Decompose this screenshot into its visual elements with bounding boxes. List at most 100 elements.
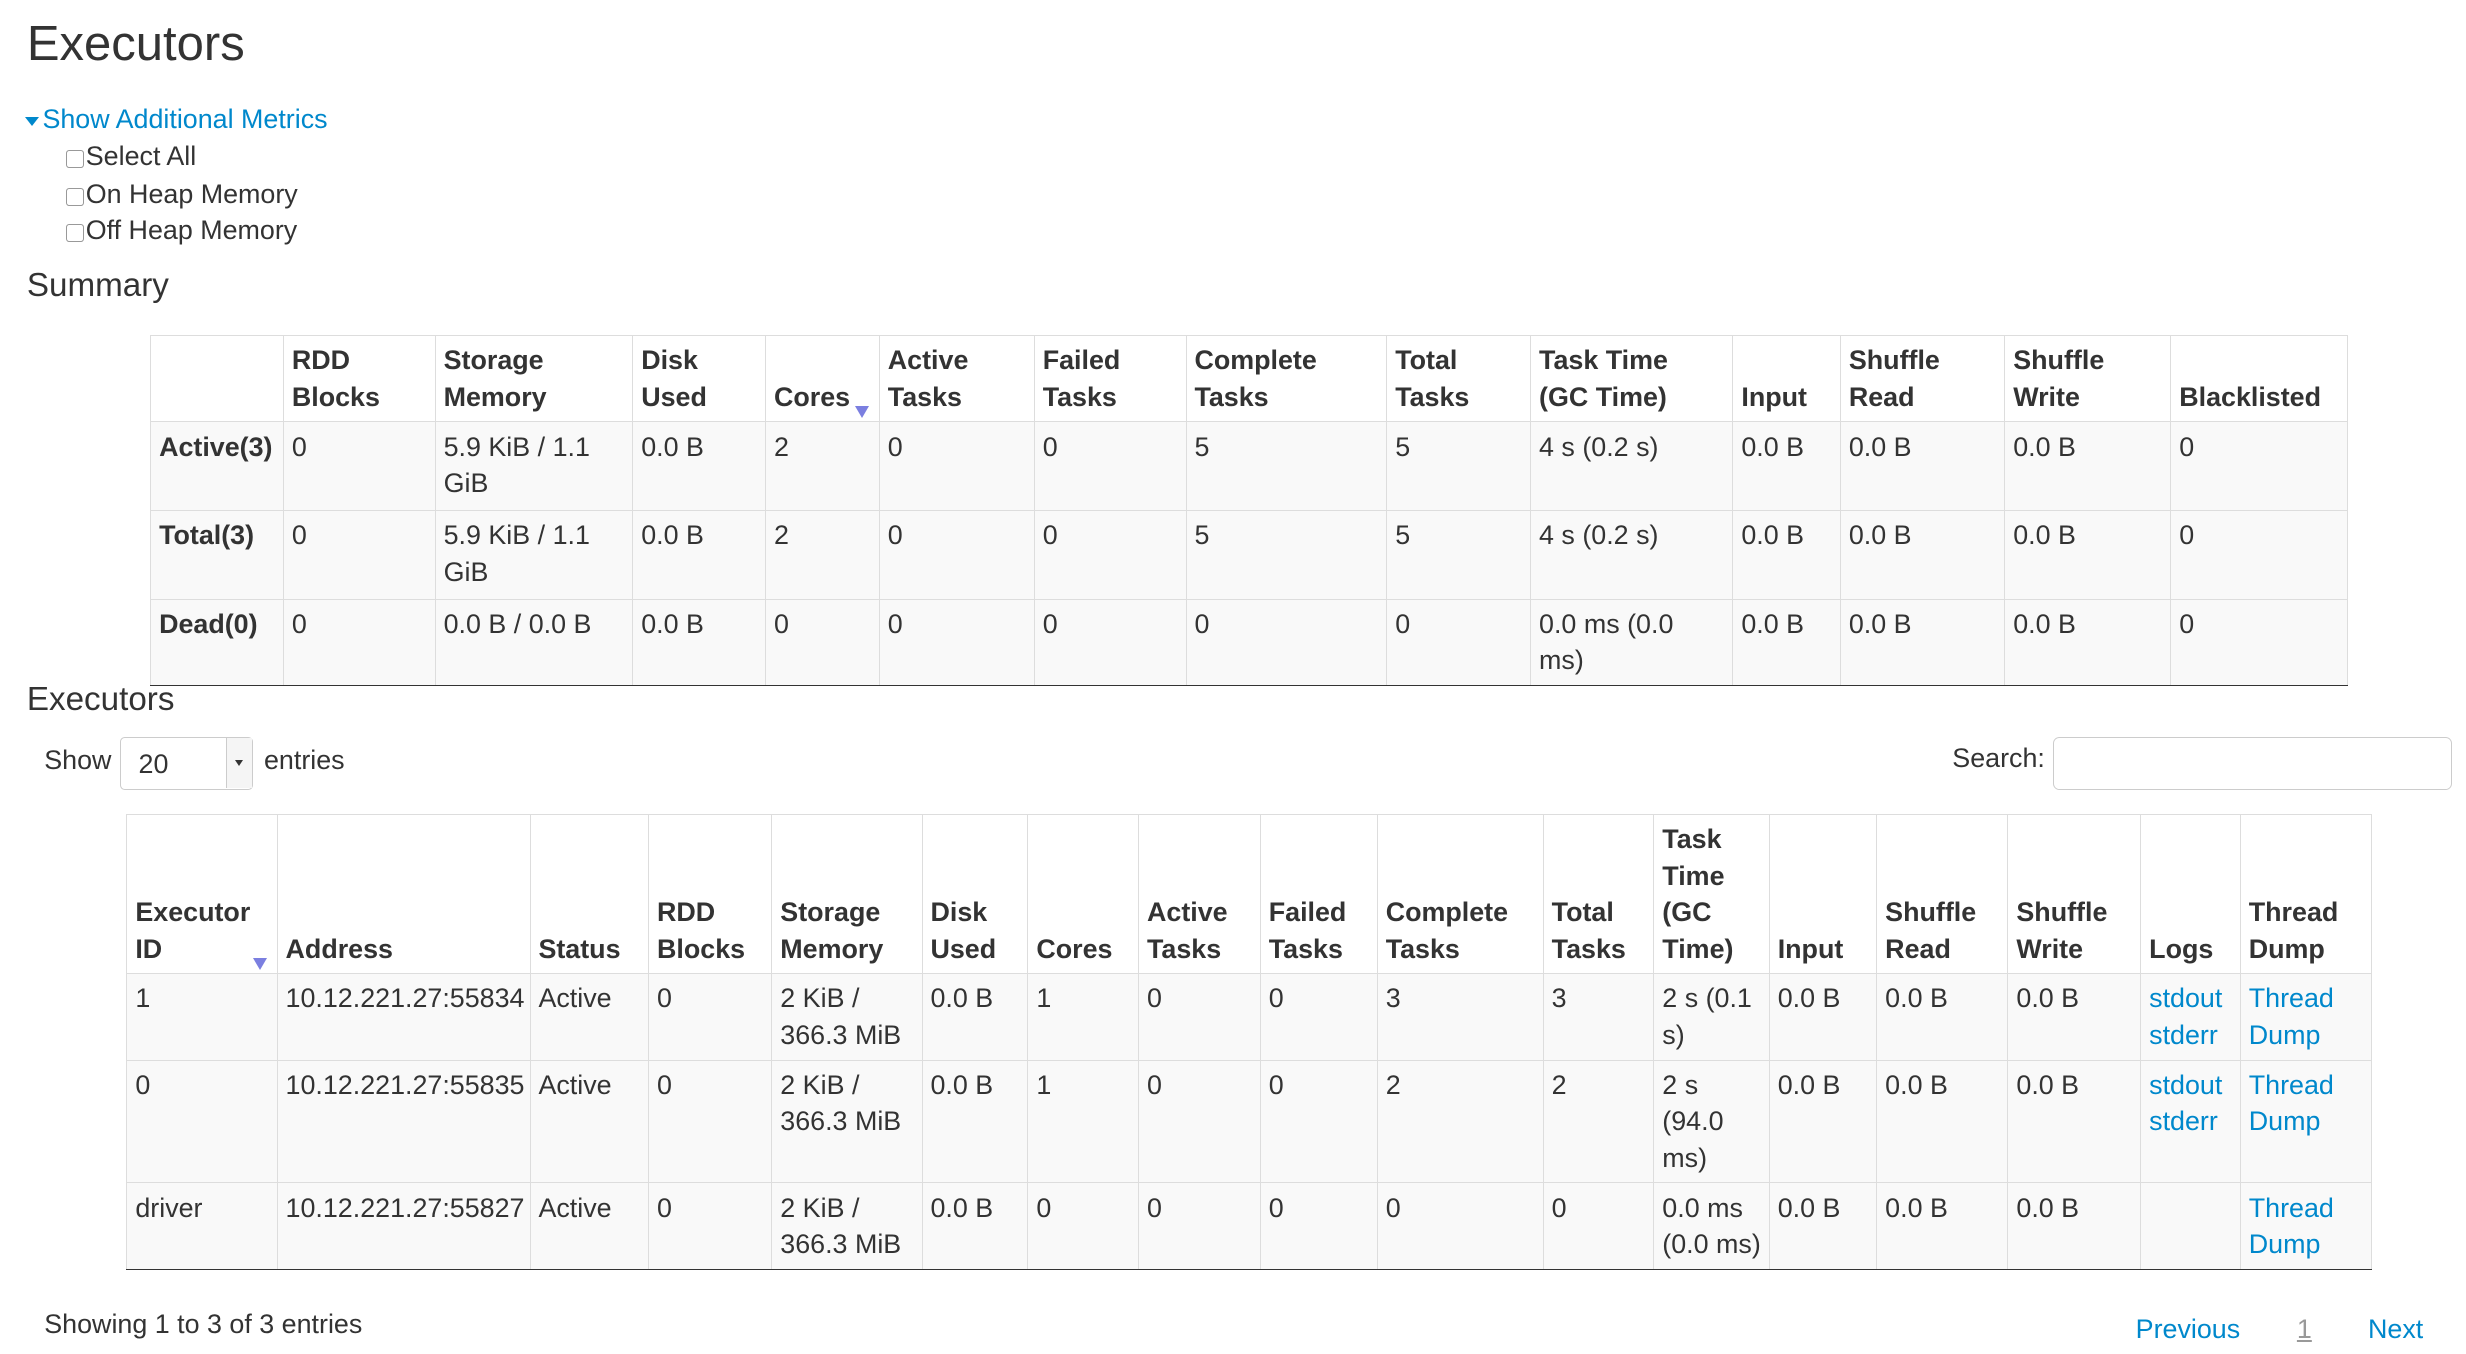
- off-heap-memory-checkbox[interactable]: [66, 224, 85, 243]
- executor-cell: Active: [529, 973, 650, 1061]
- executor-cell: 0: [648, 1182, 773, 1270]
- previous-page-link[interactable]: Previous: [2135, 1313, 2241, 1344]
- summary-cell: 0.0 B: [1839, 421, 2006, 511]
- summary-header[interactable]: Shuffle Write: [2004, 335, 2172, 423]
- executor-cell: 0.0 ms (0.0 ms): [1653, 1182, 1770, 1270]
- summary-cell: 0: [2170, 421, 2349, 511]
- executors-header[interactable]: Disk Used: [921, 814, 1029, 975]
- summary-cell: 2: [765, 509, 880, 600]
- executor-cell: 0: [126, 1059, 278, 1184]
- executor-cell: 0.0 B: [2007, 1182, 2142, 1270]
- summary-cell: 0.0 B: [1732, 421, 1841, 511]
- executor-cell: 0: [1138, 973, 1261, 1061]
- summary-header[interactable]: RDD Blocks: [282, 335, 436, 423]
- summary-table: RDD Blocks Storage Memory Disk Used Cores Ac…: [150, 335, 2349, 686]
- summary-cell: 0.0 B: [1732, 509, 1841, 600]
- executors-header[interactable]: Address: [276, 814, 531, 975]
- executors-header[interactable]: Cores: [1027, 814, 1140, 975]
- executors-header[interactable]: Thread Dump: [2239, 814, 2373, 975]
- executor-cell: 0.0 B: [2007, 973, 2142, 1061]
- summary-cell: 0.0 ms (0.0 ms): [1530, 598, 1734, 686]
- executors-header[interactable]: Task Time (GC Time): [1653, 814, 1770, 975]
- executor-cell: 10.12.221.27:55835: [276, 1059, 531, 1184]
- summary-header[interactable]: Shuffle Read: [1839, 335, 2006, 423]
- summary-header[interactable]: Complete Tasks: [1185, 335, 1388, 423]
- summary-cell: 0: [1386, 598, 1532, 686]
- executor-cell: 2: [1542, 1059, 1655, 1184]
- thread-dump-link[interactable]: Thread Dump: [2248, 1192, 2334, 1259]
- summary-header[interactable]: Blacklisted: [2170, 335, 2349, 423]
- off-heap-memory-option[interactable]: Off Heap Memory: [66, 215, 297, 246]
- executor-cell: 0.0 B: [921, 1059, 1029, 1184]
- summary-cell: 0: [282, 598, 436, 686]
- executors-header[interactable]: Failed Tasks: [1259, 814, 1378, 975]
- thread-dump-cell: Thread Dump: [2239, 1182, 2373, 1270]
- executors-header[interactable]: RDD Blocks: [648, 814, 773, 975]
- on-heap-memory-option[interactable]: On Heap Memory: [66, 179, 298, 210]
- thread-dump-cell: Thread Dump: [2239, 973, 2373, 1061]
- summary-cell: 0: [1033, 598, 1187, 686]
- summary-cell: 0: [1033, 421, 1187, 511]
- executors-header[interactable]: Logs: [2140, 814, 2241, 975]
- summary-title: Summary: [26, 267, 169, 305]
- executor-cell: 2 KiB / 366.3 MiB: [771, 973, 923, 1061]
- summary-header[interactable]: [150, 335, 284, 423]
- executor-cell: 0: [648, 973, 773, 1061]
- option-label: Off Heap Memory: [85, 214, 298, 245]
- summary-header[interactable]: Storage Memory: [434, 335, 634, 423]
- thread-dump-cell: Thread Dump: [2239, 1059, 2373, 1184]
- summary-header[interactable]: Failed Tasks: [1033, 335, 1187, 423]
- search-label: Search:: [1952, 742, 2045, 773]
- executors-header[interactable]: Storage Memory: [771, 814, 923, 975]
- executor-cell: 0: [1138, 1182, 1261, 1270]
- executor-cell: Active: [529, 1059, 650, 1184]
- on-heap-memory-checkbox[interactable]: [66, 187, 85, 206]
- thread-dump-link[interactable]: Thread Dump: [2248, 983, 2334, 1050]
- executor-cell: 0.0 B: [2007, 1059, 2142, 1184]
- caret-down-icon: [25, 116, 40, 126]
- dropdown-arrow-icon: [225, 737, 252, 789]
- search-input[interactable]: [2053, 736, 2452, 791]
- executors-header[interactable]: Complete Tasks: [1376, 814, 1544, 975]
- summary-cell: 0: [878, 421, 1035, 511]
- summary-header[interactable]: Active Tasks: [878, 335, 1035, 423]
- executor-cell: 0.0 B: [1768, 1182, 1878, 1270]
- summary-cell: 5: [1185, 421, 1388, 511]
- executor-cell: 0.0 B: [1768, 973, 1878, 1061]
- summary-row: Dead(0) 0 0.0 B / 0.0 B 0.0 B 0 0 0 0 0 0.0 ms (0…: [150, 598, 2349, 686]
- page-size-select[interactable]: 20: [120, 736, 253, 791]
- executors-header[interactable]: Shuffle Write: [2007, 814, 2142, 975]
- stderr-link[interactable]: stderr: [2149, 1019, 2218, 1050]
- executor-cell: 0.0 B: [1876, 1182, 2009, 1270]
- select-all-option[interactable]: Select All: [66, 141, 196, 172]
- executor-cell: 1: [1027, 1059, 1140, 1184]
- next-page-link[interactable]: Next: [2368, 1313, 2424, 1344]
- summary-header[interactable]: Disk Used: [632, 335, 767, 423]
- show-additional-metrics-toggle[interactable]: Show Additional Metrics: [25, 104, 328, 135]
- executors-header[interactable]: Input: [1768, 814, 1878, 975]
- summary-header[interactable]: Total Tasks: [1386, 335, 1532, 423]
- executor-cell: 1: [1027, 973, 1140, 1061]
- select-all-checkbox[interactable]: [66, 150, 85, 168]
- thread-dump-link[interactable]: Thread Dump: [2248, 1069, 2334, 1137]
- executors-header[interactable]: Executor ID: [126, 814, 278, 975]
- summary-header[interactable]: Cores: [765, 335, 880, 423]
- executors-header[interactable]: Total Tasks: [1542, 814, 1655, 975]
- executor-cell: 10.12.221.27:55834: [276, 973, 531, 1061]
- summary-header[interactable]: Input: [1732, 335, 1841, 423]
- executor-cell: 0.0 B: [1876, 973, 2009, 1061]
- stdout-link[interactable]: stdout: [2149, 983, 2223, 1014]
- executors-header[interactable]: Active Tasks: [1138, 814, 1261, 975]
- summary-row-label: Total(3): [150, 509, 284, 600]
- option-label: Select All: [85, 140, 197, 171]
- executor-cell: 1: [126, 973, 278, 1061]
- stdout-link[interactable]: stdout: [2149, 1069, 2223, 1100]
- executors-header[interactable]: Shuffle Read: [1876, 814, 2009, 975]
- executors-header[interactable]: Status: [529, 814, 650, 975]
- executor-row: 1 10.12.221.27:55834 Active 0 2 KiB / 366.3 …: [126, 973, 2373, 1061]
- page-1-link[interactable]: 1: [2296, 1313, 2312, 1344]
- summary-cell: 5: [1386, 421, 1532, 511]
- stderr-link[interactable]: stderr: [2149, 1106, 2218, 1137]
- summary-header[interactable]: Task Time (GC Time): [1530, 335, 1734, 423]
